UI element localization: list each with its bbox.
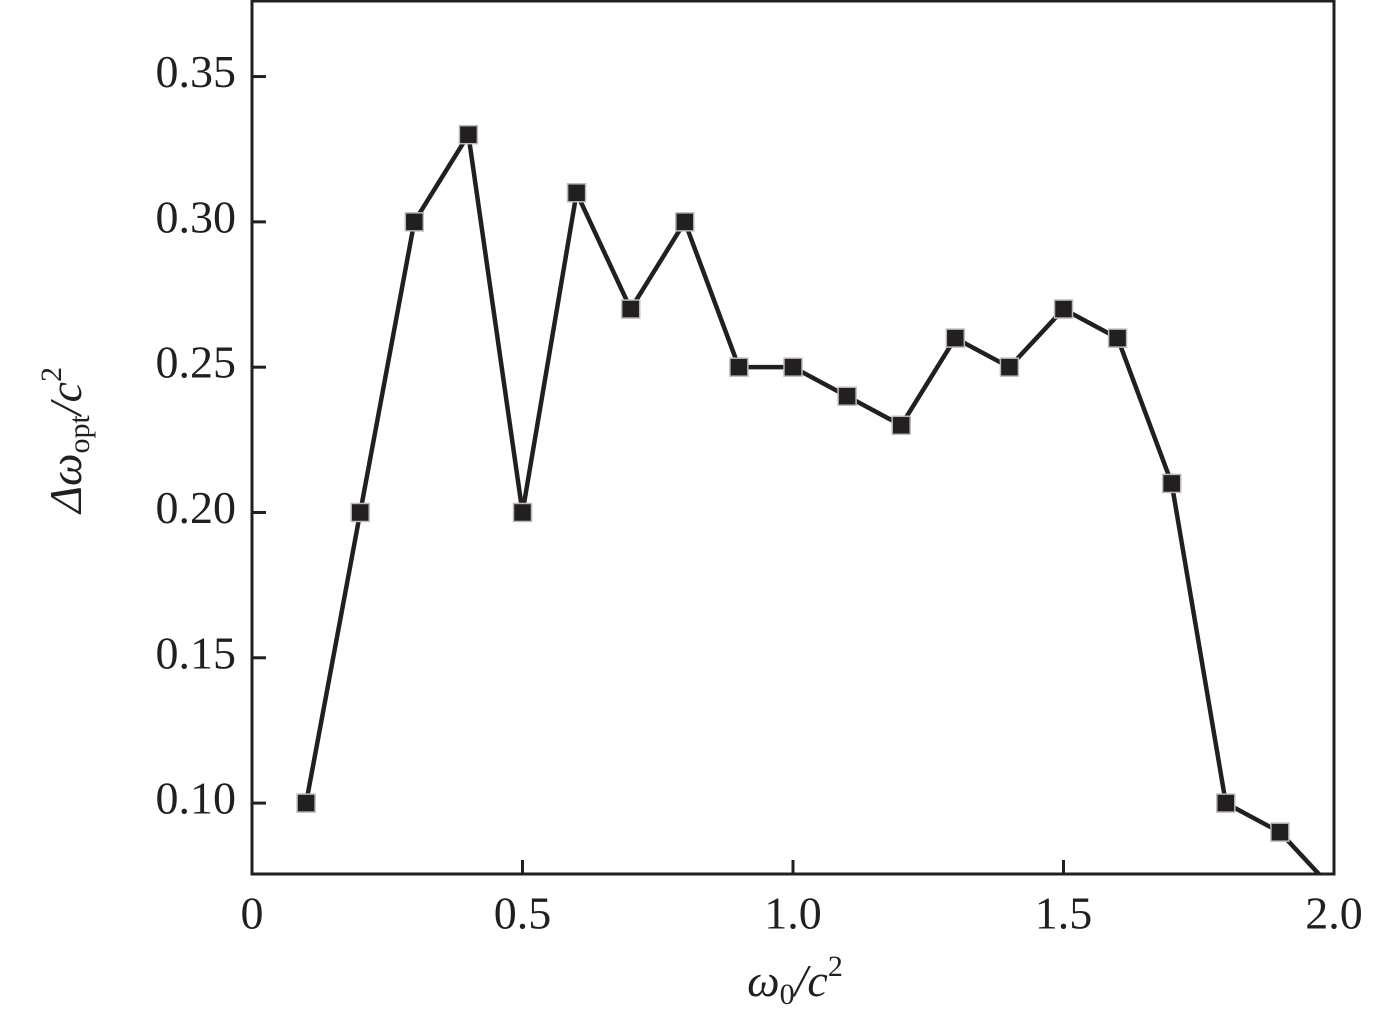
plot-frame [250,0,1336,876]
x-tick-label: 1.0 [764,888,822,939]
y-tick-label: 0.25 [156,337,237,388]
x-tick-label: 2.0 [1305,888,1363,939]
x-tick-label: 0.5 [494,888,552,939]
data-marker [620,299,641,319]
data-marker [458,124,479,145]
data-marker [675,212,695,232]
data-marker [891,415,911,436]
x-tick-label: 0 [241,888,264,939]
data-line [303,132,1322,874]
data-marker [404,212,425,232]
data-marker [729,357,749,377]
y-tick-label: 0.20 [156,482,237,533]
data-marker [783,357,803,377]
y-tick-label: 0.35 [156,46,237,97]
data-marker [350,502,370,523]
data-marker [1161,473,1182,494]
y-tick-label: 0.30 [156,191,237,242]
data-marker [1053,299,1074,319]
plot-area [296,124,1322,874]
data-marker [1270,822,1290,842]
x-axis-label: ω0/c2 [747,950,843,1011]
data-marker [1216,793,1236,813]
data-marker [296,793,316,813]
data-marker [1107,328,1128,348]
data-marker [837,386,857,406]
data-marker [945,328,966,348]
y-tick-label: 0.10 [156,773,237,824]
y-axis-label: Δωopt/c2 [35,367,96,515]
data-marker [999,357,1020,377]
y-tick-label: 0.15 [156,627,237,678]
data-marker [566,183,587,203]
x-tick-label: 1.5 [1035,888,1093,939]
data-marker [512,502,533,523]
